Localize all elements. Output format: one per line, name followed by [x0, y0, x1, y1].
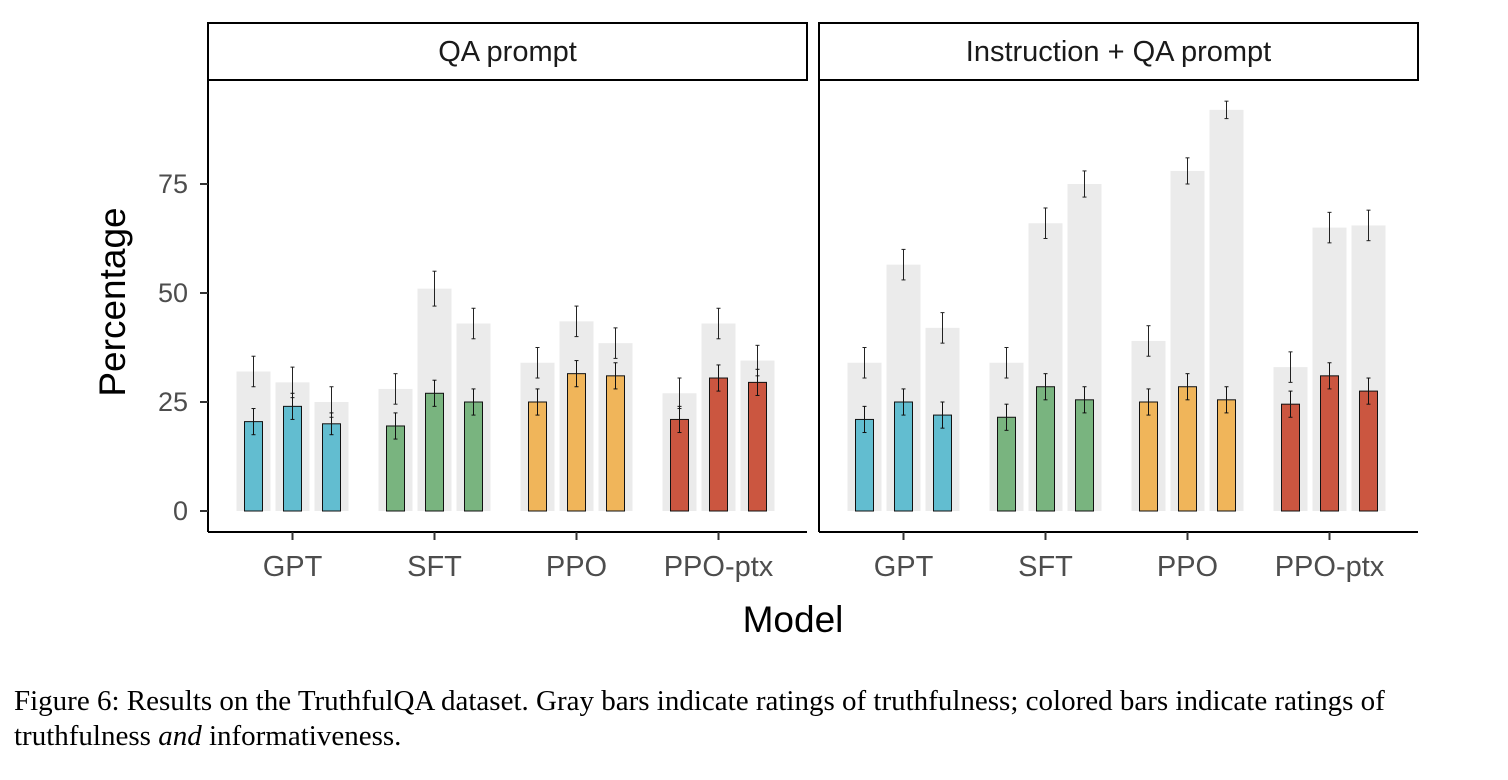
colored-bar: [933, 414, 952, 512]
x-axis-title: Model: [743, 599, 844, 640]
colored-bar: [1281, 403, 1300, 512]
y-axis-title: Percentage: [92, 207, 133, 396]
colored-bar: [464, 401, 483, 512]
y-tick-label: 0: [173, 496, 188, 526]
colored-bar: [748, 381, 767, 512]
panel-strip: [207, 22, 808, 81]
y-tick-label: 25: [158, 387, 188, 417]
colored-bar: [425, 392, 444, 512]
caption-text-start: Figure 6: Results on the TruthfulQA data…: [14, 685, 1385, 752]
colored-bar: [1036, 386, 1055, 512]
colored-bar: [709, 377, 728, 512]
colored-bar: [1217, 399, 1236, 512]
colored-bar: [997, 416, 1016, 512]
x-tick-label: PPO-ptx: [1275, 551, 1385, 583]
colored-bar: [322, 423, 341, 512]
figure-caption: Figure 6: Results on the TruthfulQA data…: [14, 684, 1504, 754]
colored-bar: [855, 418, 874, 512]
colored-bar: [1178, 386, 1197, 512]
colored-bar: [894, 401, 913, 512]
colored-bar: [567, 373, 586, 512]
caption-emphasis: and: [158, 720, 202, 752]
colored-bar: [283, 405, 302, 512]
truthfulqa-chart: 0 25 50 75 Percentage Model QA prompt GPT SFT PPO…: [92, 22, 1419, 640]
caption-text-end: informativeness.: [201, 720, 402, 752]
colored-bar: [1359, 390, 1378, 512]
x-tick-label: SFT: [407, 551, 462, 583]
x-tick-label: PPO: [546, 551, 607, 583]
colored-bar: [670, 418, 689, 512]
y-tick-label: 75: [158, 169, 188, 199]
panel-title: QA prompt: [438, 36, 577, 68]
x-tick-label: PPO-ptx: [664, 551, 774, 583]
y-tick-label: 50: [158, 278, 188, 308]
colored-bar: [528, 401, 547, 512]
panel-strip: [818, 22, 1419, 81]
colored-bar: [1139, 401, 1158, 512]
colored-bar: [606, 375, 625, 512]
panel-title: Instruction + QA prompt: [966, 36, 1271, 68]
x-tick-label: SFT: [1018, 551, 1073, 583]
colored-bar: [1320, 375, 1339, 512]
x-tick-label: GPT: [874, 551, 934, 583]
x-tick-label: GPT: [263, 551, 323, 583]
x-tick-label: PPO: [1157, 551, 1218, 583]
colored-bar: [1075, 399, 1094, 512]
